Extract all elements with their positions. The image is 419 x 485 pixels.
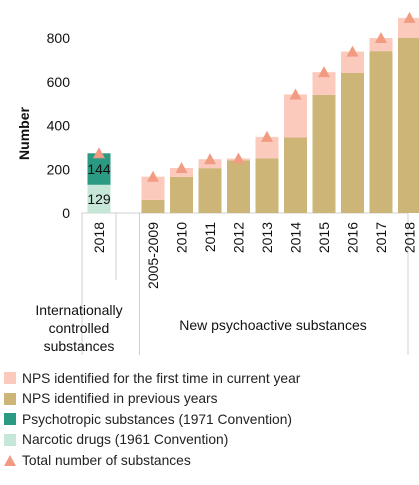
bar-nps_previous — [141, 199, 165, 213]
legend-label: Narcotic drugs (1961 Convention) — [22, 432, 229, 448]
x-tick-label: 2016 — [345, 222, 361, 253]
bar-nps_previous — [369, 51, 393, 213]
total-marker — [289, 88, 302, 100]
group-label-nps: New psychoactive substances — [179, 317, 367, 333]
bar-narcotic — [87, 184, 111, 213]
legend-label: Total number of substances — [22, 452, 191, 468]
legend-item-psychotropic: Psychotropic substances (1971 Convention… — [4, 409, 416, 430]
legend: NPS identified for the first time in cur… — [4, 368, 416, 471]
y-axis-label: Number — [16, 107, 32, 160]
legend-label: NPS identified for the first time in cur… — [22, 370, 301, 386]
y-tick-label: 400 — [47, 118, 71, 134]
bar-nps_first — [341, 51, 364, 73]
x-tick-label: 2018 — [91, 222, 107, 253]
legend-item-nps_previous: NPS identified in previous years — [4, 389, 416, 410]
legend-swatch — [4, 433, 16, 446]
total-marker — [147, 170, 159, 182]
legend-item-narcotic: Narcotic drugs (1961 Convention) — [4, 430, 416, 451]
total-marker — [318, 66, 330, 78]
bar-nps_previous — [255, 158, 279, 213]
legend-item-nps_first: NPS identified for the first time in cur… — [4, 368, 416, 389]
y-tick-label: 0 — [62, 205, 70, 221]
bar-nps_first — [369, 38, 393, 52]
legend-triangle-marker — [4, 454, 16, 466]
x-tick-label: 2011 — [202, 222, 218, 252]
total-marker — [261, 130, 273, 142]
bar-nps_previous — [341, 73, 364, 213]
legend-label: NPS identified in previous years — [22, 391, 218, 407]
legend-label: Psychotropic substances (1971 Convention… — [22, 411, 292, 427]
y-tick-label: 800 — [47, 30, 71, 46]
bar-nps_previous — [227, 160, 250, 213]
data-label-narcotic: 129 — [87, 191, 111, 207]
x-tick-label: 2017 — [373, 222, 389, 253]
bar-nps_previous — [170, 176, 193, 213]
total-marker — [232, 152, 245, 164]
x-tick-label: 2015 — [316, 222, 332, 253]
total-marker — [403, 11, 416, 23]
bar-nps_first — [398, 17, 419, 38]
bar-nps_previous — [312, 94, 336, 213]
bar-psychotropic — [87, 153, 111, 185]
x-tick-label: 2005-2009 — [145, 222, 161, 289]
bar-nps_first — [284, 94, 307, 138]
bar-nps_previous — [398, 38, 419, 213]
legend-swatch — [4, 392, 16, 405]
x-tick-label: 2012 — [231, 222, 247, 253]
legend-swatch — [4, 372, 16, 385]
data-label-psychotropic: 144 — [87, 161, 111, 177]
total-marker — [175, 161, 188, 173]
bar-nps_previous — [198, 168, 222, 213]
legend-item-total_marker: Total number of substances — [4, 450, 416, 471]
x-tick-label: 2010 — [174, 222, 190, 253]
bar-nps_first — [255, 136, 279, 159]
legend-swatch — [4, 413, 16, 426]
y-tick-label: 200 — [47, 161, 71, 177]
total-marker — [93, 147, 105, 159]
x-tick-label: 2013 — [259, 222, 275, 253]
total-marker — [346, 45, 359, 57]
group-label-controlled: substances — [44, 338, 115, 354]
total-marker — [375, 32, 387, 43]
group-label-controlled: Internationally — [35, 302, 122, 318]
x-tick-label: 2018 — [402, 222, 418, 253]
group-label-controlled: controlled — [49, 320, 110, 336]
bar-nps_previous — [284, 137, 307, 213]
y-tick-label: 600 — [47, 74, 71, 90]
bar-nps_first — [312, 72, 336, 95]
x-tick-label: 2014 — [288, 222, 304, 253]
bar-nps_first — [141, 176, 165, 200]
total-marker — [204, 153, 216, 165]
